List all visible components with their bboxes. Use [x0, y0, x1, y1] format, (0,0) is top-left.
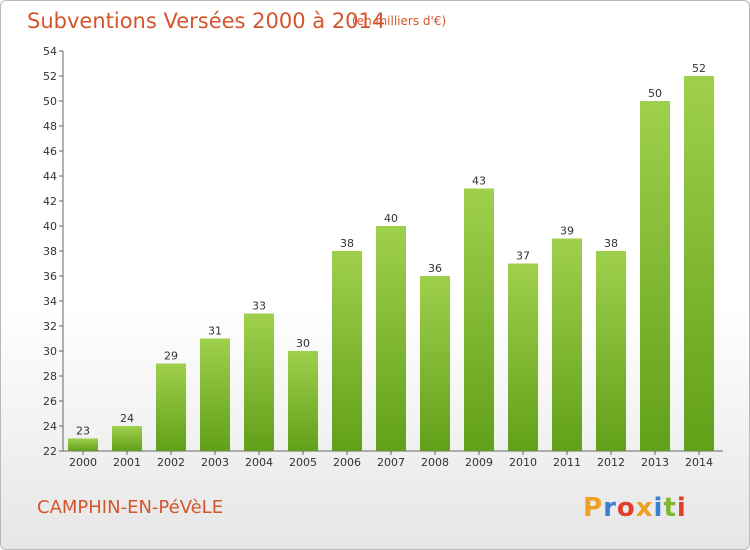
bar-2005 [288, 351, 318, 451]
value-label-2004: 33 [252, 300, 266, 313]
logo-letter: x [636, 493, 654, 523]
logo-letter: o [617, 493, 636, 523]
x-tick-label-2007: 2007 [377, 456, 405, 469]
value-label-2005: 30 [296, 337, 310, 350]
x-tick-label-2005: 2005 [289, 456, 317, 469]
chart-bars [68, 76, 714, 451]
x-tick-label-2011: 2011 [553, 456, 581, 469]
bar-2010 [508, 263, 538, 451]
y-tick-label: 44 [43, 170, 57, 183]
y-tick-label: 34 [43, 295, 57, 308]
y-tick-label: 52 [43, 70, 57, 83]
y-tick-label: 24 [43, 420, 57, 433]
bar-2004 [244, 313, 274, 451]
proxiti-logo: Proxiti [583, 493, 687, 523]
x-tick-label-2002: 2002 [157, 456, 185, 469]
bar-2006 [332, 251, 362, 451]
bar-2013 [640, 101, 670, 451]
x-tick-label-2006: 2006 [333, 456, 361, 469]
x-tick-label-2003: 2003 [201, 456, 229, 469]
chart-unit-note: (en milliers d'€) [352, 14, 447, 28]
bar-2000 [68, 438, 98, 451]
bar-2003 [200, 338, 230, 451]
y-tick-label: 30 [43, 345, 57, 358]
value-label-2012: 38 [604, 237, 618, 250]
logo-letter: i [654, 493, 664, 523]
logo-letter: P [583, 493, 603, 523]
y-tick-label: 48 [43, 120, 57, 133]
x-tick-label-2004: 2004 [245, 456, 273, 469]
x-tick-label-2008: 2008 [421, 456, 449, 469]
y-tick-label: 28 [43, 370, 57, 383]
proxiti-logo-text: Proxiti [583, 493, 687, 523]
logo-letter: t [663, 493, 676, 523]
value-label-2013: 50 [648, 87, 662, 100]
chart-title: Subventions Versées 2000 à 2014 [27, 9, 386, 33]
y-tick-label: 26 [43, 395, 57, 408]
value-label-2010: 37 [516, 250, 530, 263]
value-label-2011: 39 [560, 225, 574, 238]
x-tick-label-2009: 2009 [465, 456, 493, 469]
x-tick-label-2013: 2013 [641, 456, 669, 469]
logo-letter: r [603, 493, 617, 523]
y-tick-label: 50 [43, 95, 57, 108]
y-tick-label: 42 [43, 195, 57, 208]
value-label-2009: 43 [472, 175, 486, 188]
y-tick-label: 46 [43, 145, 57, 158]
y-tick-label: 22 [43, 445, 57, 458]
value-label-2002: 29 [164, 350, 178, 363]
x-tick-label-2014: 2014 [685, 456, 713, 469]
bar-2014 [684, 76, 714, 451]
bar-2001 [112, 426, 142, 451]
value-label-2008: 36 [428, 262, 442, 275]
bar-2002 [156, 363, 186, 451]
value-label-2007: 40 [384, 212, 398, 225]
y-tick-label: 36 [43, 270, 57, 283]
value-label-2001: 24 [120, 412, 134, 425]
value-label-2014: 52 [692, 62, 706, 75]
commune-name: CAMPHIN-EN-PéVèLE [37, 497, 224, 518]
y-tick-label: 40 [43, 220, 57, 233]
bar-2012 [596, 251, 626, 451]
y-tick-label: 54 [43, 45, 57, 58]
bar-2008 [420, 276, 450, 451]
y-tick-label: 38 [43, 245, 57, 258]
bar-2009 [464, 188, 494, 451]
value-label-2006: 38 [340, 237, 354, 250]
x-tick-label-2012: 2012 [597, 456, 625, 469]
bar-2007 [376, 226, 406, 451]
value-label-2003: 31 [208, 325, 222, 338]
x-tick-label-2001: 2001 [113, 456, 141, 469]
x-tick-label-2010: 2010 [509, 456, 537, 469]
x-tick-label-2000: 2000 [69, 456, 97, 469]
chart-labels: 2000 23 2001 24 2002 29 2003 31 2004 33 2005 30 2006… [69, 62, 713, 469]
bar-2011 [552, 238, 582, 451]
value-label-2000: 23 [76, 425, 90, 438]
y-tick-label: 32 [43, 320, 57, 333]
chart-axes: 22 24 26 28 30 32 34 36 38 40 42 44 46 48 50 52 54 [43, 45, 723, 458]
logo-letter: i [677, 493, 687, 523]
